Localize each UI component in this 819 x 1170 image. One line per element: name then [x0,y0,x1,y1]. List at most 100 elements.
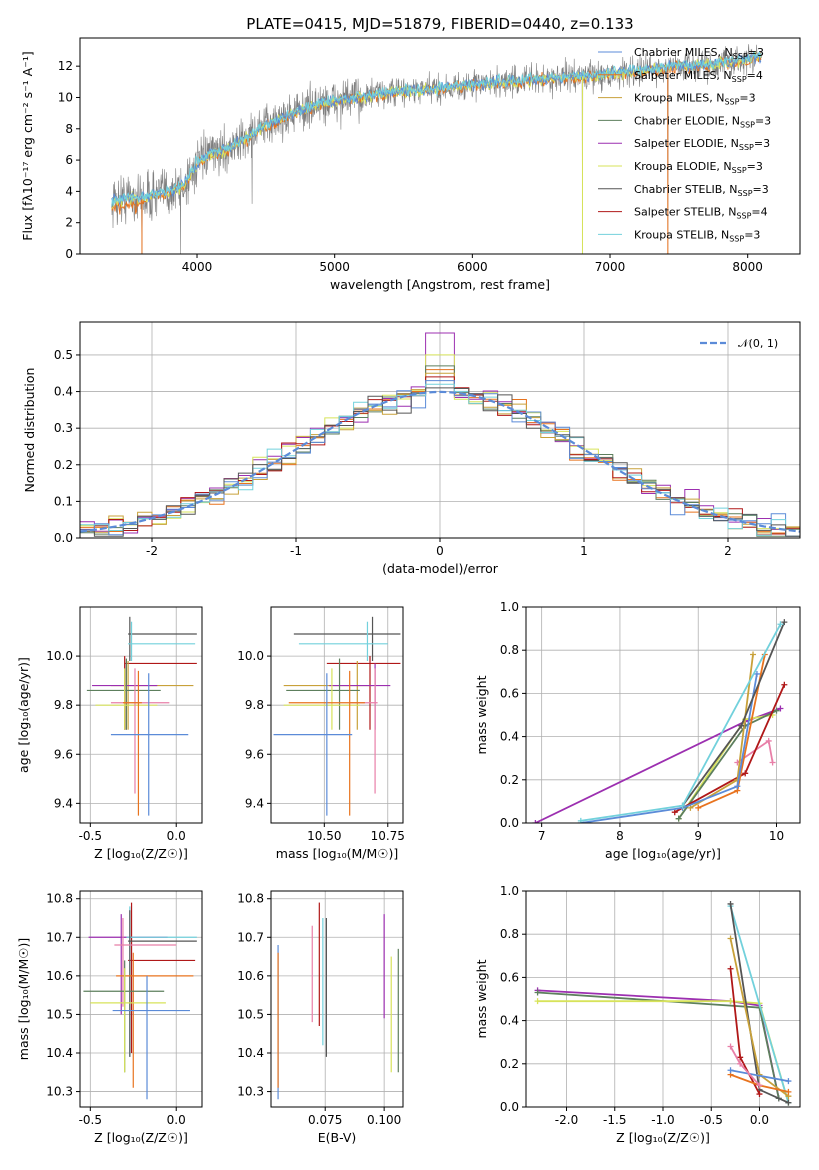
x-tick-label: 1 [580,544,588,558]
legend-label: Kroupa MILES, NSSP=3 [634,92,756,107]
data-point-marker [727,1043,734,1050]
x-axis-label: mass [log₁₀(M/M☉)] [276,846,398,861]
x-tick-label: 0.100 [367,1113,401,1127]
y-tick-label: 10.8 [46,892,73,906]
data-point-marker [773,707,780,714]
y-tick-label: 10.6 [46,969,73,983]
data-point-marker [756,1091,763,1098]
legend-label: Salpeter MILES, NSSP=4 [634,69,763,84]
legend-label: Chabrier STELIB, NSSP=3 [634,183,769,198]
y-tick-label: 12 [58,59,73,73]
x-tick-label: -1.5 [603,1113,626,1127]
age-vs-z-panel: -0.5 0.0 9.4 9.6 9.8 10.0 Z [log₁₀(Z/Z☉)] age [… [16,606,203,861]
legend-label: Chabrier MILES, NSSP=3 [634,46,764,61]
histogram-step-line [80,376,800,536]
x-tick-label: -0.5 [79,829,102,843]
legend-label: 𝒩(0, 1) [738,337,778,350]
x-axis-label: Z [log₁₀(Z/Z☉)] [94,1130,188,1145]
data-point-marker [785,1088,792,1095]
data-point-marker [695,804,702,811]
data-point-marker [756,1082,763,1089]
y-tick-label: 2 [65,216,73,230]
y-tick-label: 10.0 [237,649,264,663]
y-tick-label: 0.5 [54,348,73,362]
data-point-marker [777,705,784,712]
plot-area [532,619,788,823]
mass-weight-vs-age-panel: 7 8 9 10 0.0 0.2 0.4 0.6 0.8 1.0 age [log₁₀(age/yr… [474,600,801,861]
x-tick-label: 10.50 [307,829,341,843]
data-point-marker [679,802,686,809]
mass-weight-line [730,1069,789,1082]
y-tick-label: 0.2 [500,773,519,787]
legend-label: Chabrier ELODIE, NSSP=3 [634,114,771,129]
y-tick-label: 0.4 [54,385,73,399]
y-tick-label: 0.4 [500,730,519,744]
data-point-marker [534,989,541,996]
y-tick-label: 9.6 [54,747,73,761]
mass-vs-z-panel: -0.5 0.0 10.3 10.4 10.5 10.6 10.7 10.8 Z [log₁₀(… [16,890,203,1145]
y-tick-label: 9.8 [245,698,264,712]
axes-frame [79,606,203,824]
data-point-marker [750,651,757,658]
y-tick-label: 10.6 [237,969,264,983]
plot-area [273,616,401,816]
x-tick-label: 10 [769,829,784,843]
y-tick-label: 0 [65,247,73,261]
y-axis-label: Normed distribution [22,368,37,493]
mass-weight-line [729,905,790,1103]
y-tick-label: 10.0 [46,649,73,663]
plot-area [83,902,197,1100]
y-tick-label: 0.3 [54,421,73,435]
mass-vs-ebv-panel: 0.075 0.100 10.3 10.4 10.5 10.6 10.7 10.8 E(B-V) [237,890,404,1145]
y-tick-label: 0.2 [500,1057,519,1071]
y-tick-label: 10.3 [46,1085,73,1099]
y-tick-label: 9.4 [245,796,264,810]
x-tick-label: 8 [616,829,624,843]
mass-weight-line [697,654,766,809]
y-tick-label: 10 [58,90,73,104]
data-point-marker [727,965,734,972]
histogram-step-line [80,380,800,537]
legend-label: Salpeter STELIB, NSSP=4 [634,206,768,221]
data-point-marker [687,804,694,811]
x-tick-label: 0.0 [750,1113,769,1127]
y-tick-label: 10.8 [237,892,264,906]
data-point-marker [737,1054,744,1061]
y-tick-label: 10.4 [46,1046,73,1060]
x-tick-label: -0.5 [79,1113,102,1127]
y-tick-label: 0.1 [54,494,73,508]
plot-area [534,900,792,1106]
x-tick-label: 2 [724,544,732,558]
legend-label: Kroupa ELODIE, NSSP=3 [634,160,763,175]
x-axis-label: Z [log₁₀(Z/Z☉)] [94,846,188,861]
y-tick-label: 9.6 [245,747,264,761]
y-tick-label: 1.0 [500,884,519,898]
data-point-marker [753,670,760,677]
x-tick-label: 0.0 [167,829,186,843]
plot-area [111,44,762,254]
y-tick-label: 8 [65,122,73,136]
axes-frame [270,606,404,824]
y-axis-label: Flux [fλ10⁻¹⁷ erg cm⁻² s⁻¹ A⁻¹] [20,51,35,240]
x-tick-label: -2 [146,544,158,558]
data-point-marker [675,815,682,822]
x-axis-label: (data-model)/error [382,561,499,576]
mass-weight-line [580,673,758,823]
figure-title: PLATE=0415, MJD=51879, FIBERID=0440, z=0… [246,15,633,33]
x-axis-label: wavelength [Angstrom, rest frame] [330,277,550,292]
mass-weight-line [537,991,780,1099]
x-tick-label: 0.0 [167,1113,186,1127]
y-tick-label: 10.5 [46,1007,73,1021]
y-tick-label: 0.0 [500,816,519,830]
y-tick-label: 10.3 [237,1085,264,1099]
y-tick-label: 1.0 [500,600,519,614]
normal-curve [80,390,800,533]
mass-weight-vs-z-panel: -2.0 -1.5 -1.0 -0.5 0.0 0.0 0.2 0.4 0.6 0.8 1.0 Z [… [474,884,801,1145]
x-tick-label: 0 [436,544,444,558]
data-point-marker [727,900,734,907]
y-axis-label: age [log₁₀(age/yr)] [16,657,31,773]
data-point-marker [785,1078,792,1085]
x-tick-label: 8000 [732,260,763,274]
plot-area [277,902,399,1100]
data-point-marker [785,1099,792,1106]
